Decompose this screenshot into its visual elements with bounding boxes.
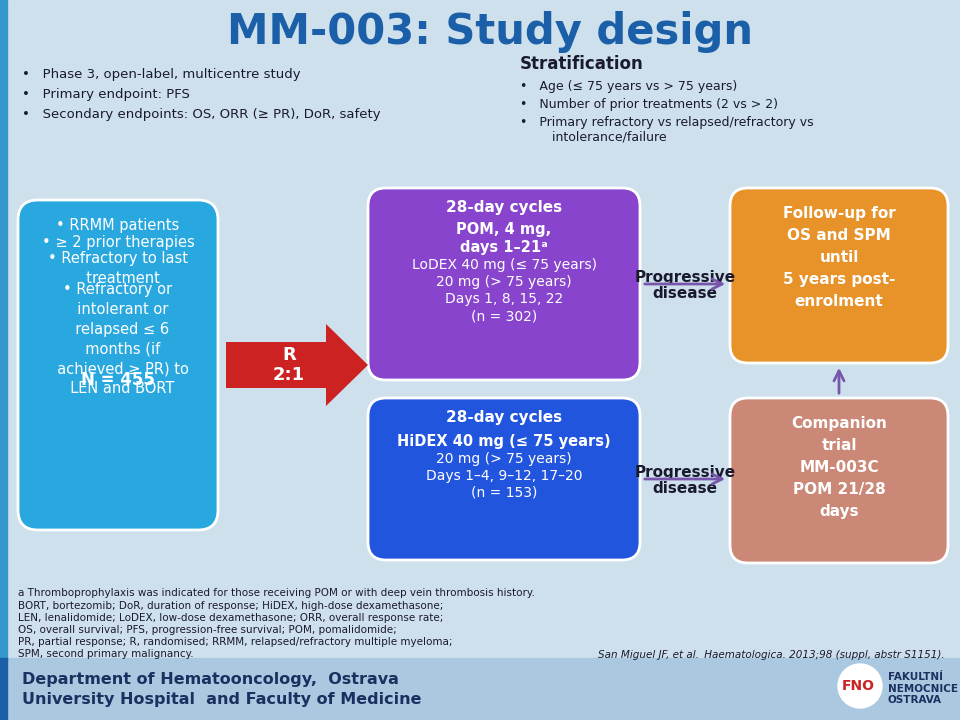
FancyBboxPatch shape xyxy=(730,398,948,563)
Text: POM 21/28: POM 21/28 xyxy=(793,482,885,497)
Text: •   Primary refractory vs relapsed/refractory vs
        intolerance/failure: • Primary refractory vs relapsed/refract… xyxy=(520,116,814,144)
Text: enrolment: enrolment xyxy=(795,294,883,309)
Text: •   Phase 3, open-label, multicentre study: • Phase 3, open-label, multicentre study xyxy=(22,68,300,81)
Text: •   Number of prior treatments (2 vs > 2): • Number of prior treatments (2 vs > 2) xyxy=(520,98,778,111)
Text: N = 455: N = 455 xyxy=(81,371,155,389)
Text: Days 1–4, 9–12, 17–20: Days 1–4, 9–12, 17–20 xyxy=(425,469,583,483)
Text: OS, overall survival; PFS, progression-free survival; POM, pomalidomide;: OS, overall survival; PFS, progression-f… xyxy=(18,625,396,635)
Text: Department of Hematooncology,  Ostrava: Department of Hematooncology, Ostrava xyxy=(22,672,398,687)
Text: MM-003C: MM-003C xyxy=(799,460,878,475)
Text: PR, partial response; R, randomised; RRMM, relapsed/refractory multiple myeloma;: PR, partial response; R, randomised; RRM… xyxy=(18,637,452,647)
Text: Progressive: Progressive xyxy=(635,270,735,285)
Text: disease: disease xyxy=(653,286,717,301)
Text: days: days xyxy=(819,504,859,519)
Text: University Hospital  and Faculty of Medicine: University Hospital and Faculty of Medic… xyxy=(22,692,421,707)
Text: HiDEX 40 mg (≤ 75 years): HiDEX 40 mg (≤ 75 years) xyxy=(397,434,611,449)
Text: trial: trial xyxy=(821,438,856,453)
Text: 20 mg (> 75 years): 20 mg (> 75 years) xyxy=(436,452,572,466)
Text: •   Secondary endpoints: OS, ORR (≥ PR), DoR, safety: • Secondary endpoints: OS, ORR (≥ PR), D… xyxy=(22,108,380,121)
Text: •   Age (≤ 75 years vs > 75 years): • Age (≤ 75 years vs > 75 years) xyxy=(520,80,737,93)
Text: • ≥ 2 prior therapies: • ≥ 2 prior therapies xyxy=(41,235,194,250)
FancyBboxPatch shape xyxy=(730,188,948,363)
Text: a Thromboprophylaxis was indicated for those receiving POM or with deep vein thr: a Thromboprophylaxis was indicated for t… xyxy=(18,588,535,598)
Text: disease: disease xyxy=(653,481,717,496)
Text: 5 years post-: 5 years post- xyxy=(782,272,895,287)
Text: • Refractory to last
  treatment: • Refractory to last treatment xyxy=(48,251,188,286)
Text: MM-003: Study design: MM-003: Study design xyxy=(227,11,753,53)
Text: BORT, bortezomib; DoR, duration of response; HiDEX, high-dose dexamethasone;: BORT, bortezomib; DoR, duration of respo… xyxy=(18,601,444,611)
Text: San Miguel JF, et al.  Haematologica. 2013;98 (suppl, abstr S1151).: San Miguel JF, et al. Haematologica. 201… xyxy=(598,650,945,660)
Text: 28-day cycles: 28-day cycles xyxy=(446,410,562,425)
Text: Stratification: Stratification xyxy=(520,55,644,73)
Text: LEN, lenalidomide; LoDEX, low-dose dexamethasone; ORR, overall response rate;: LEN, lenalidomide; LoDEX, low-dose dexam… xyxy=(18,613,444,623)
Text: OS and SPM: OS and SPM xyxy=(787,228,891,243)
Text: R
2:1: R 2:1 xyxy=(273,346,305,384)
Text: Progressive: Progressive xyxy=(635,465,735,480)
Polygon shape xyxy=(226,324,368,406)
Text: •   Primary endpoint: PFS: • Primary endpoint: PFS xyxy=(22,88,190,101)
FancyBboxPatch shape xyxy=(368,398,640,560)
Text: Days 1, 8, 15, 22: Days 1, 8, 15, 22 xyxy=(444,292,564,306)
Bar xyxy=(0,658,7,720)
Text: Companion: Companion xyxy=(791,416,887,431)
FancyBboxPatch shape xyxy=(18,200,218,530)
Text: (n = 302): (n = 302) xyxy=(470,309,538,323)
Circle shape xyxy=(838,664,882,708)
Text: • RRMM patients: • RRMM patients xyxy=(57,218,180,233)
FancyBboxPatch shape xyxy=(368,188,640,380)
Text: POM, 4 mg,: POM, 4 mg, xyxy=(456,222,552,237)
Text: SPM, second primary malignancy.: SPM, second primary malignancy. xyxy=(18,649,194,659)
Text: 28-day cycles: 28-day cycles xyxy=(446,200,562,215)
Text: days 1–21ᵃ: days 1–21ᵃ xyxy=(460,240,548,255)
Text: • Refractory or
  intolerant or
  relapsed ≤ 6
  months (if
  achieved ≥ PR) to
: • Refractory or intolerant or relapsed ≤… xyxy=(48,282,188,396)
Bar xyxy=(0,658,960,720)
Text: 20 mg (> 75 years): 20 mg (> 75 years) xyxy=(436,275,572,289)
Text: until: until xyxy=(819,250,858,265)
Text: FNO: FNO xyxy=(842,679,875,693)
Bar xyxy=(0,0,7,660)
Text: (n = 153): (n = 153) xyxy=(470,486,538,500)
Text: LoDEX 40 mg (≤ 75 years): LoDEX 40 mg (≤ 75 years) xyxy=(412,258,596,272)
Text: Follow-up for: Follow-up for xyxy=(782,206,896,221)
Text: FAKULTNÍ
NEMOCNICE
OSTRAVA: FAKULTNÍ NEMOCNICE OSTRAVA xyxy=(888,672,958,705)
